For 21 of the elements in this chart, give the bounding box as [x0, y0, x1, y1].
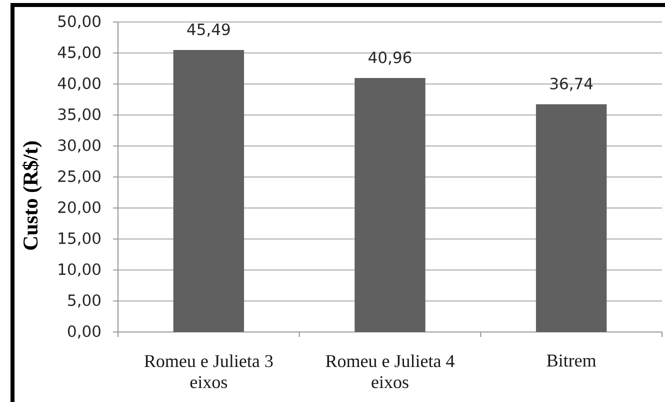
data-label: 45,49	[187, 23, 230, 37]
y-tick-label: 40,00	[58, 77, 100, 91]
y-tick-label: 45,00	[58, 46, 100, 60]
x-tick-label: Romeu e Julieta 4 eixos	[326, 354, 454, 388]
y-axis-title: Custo (R$/t)	[22, 141, 42, 250]
data-label: 36,74	[550, 78, 593, 92]
y-tick-label: 50,00	[58, 15, 100, 29]
y-tick-label: 15,00	[58, 232, 100, 246]
y-tick-label: 20,00	[58, 201, 100, 215]
y-tick-label: 10,00	[58, 263, 100, 277]
y-tick-label: 30,00	[58, 139, 100, 153]
x-tick-label: Romeu e Julieta 3 eixos	[144, 354, 273, 388]
y-tick-label: 5,00	[68, 294, 100, 308]
y-tick-label: 25,00	[58, 170, 100, 184]
bar	[536, 104, 607, 332]
bar	[173, 50, 244, 332]
x-tick-label: Bitrem	[546, 354, 596, 367]
y-tick-label: 0,00	[68, 325, 100, 339]
y-tick-label: 35,00	[58, 108, 100, 122]
bar	[354, 78, 426, 332]
data-label: 40,96	[368, 52, 412, 65]
